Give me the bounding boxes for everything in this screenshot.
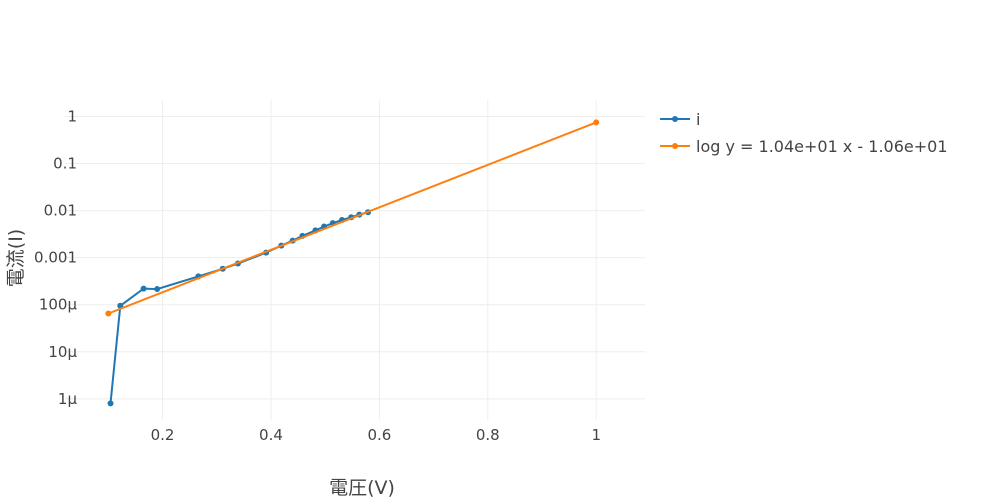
series-line: [109, 211, 369, 404]
legend[interactable]: i log y = 1.04e+01 x - 1.06e+01: [660, 110, 948, 156]
x-tick-label: 0.6: [367, 426, 391, 444]
x-axis-title: 電圧(V): [329, 477, 395, 499]
y-tick-label: 100μ: [39, 296, 78, 314]
data-point[interactable]: [105, 310, 112, 317]
y-tick-label: 1μ: [58, 390, 78, 408]
x-axis-ticks: 0.2 0.4 0.6 0.8 1: [151, 426, 601, 444]
series-0: [107, 209, 372, 407]
y-axis-title: 電流(I): [5, 229, 27, 287]
x-tick-label: 1: [591, 426, 601, 444]
y-tick-label: 1: [67, 107, 77, 125]
legend-item[interactable]: i: [660, 110, 700, 129]
grid: [65, 100, 645, 420]
legend-label: log y = 1.04e+01 x - 1.06e+01: [696, 137, 948, 156]
legend-swatch-marker: [672, 116, 678, 122]
data-point[interactable]: [107, 400, 114, 407]
data-point[interactable]: [140, 285, 147, 292]
series-1: [105, 119, 600, 317]
y-tick-label: 10μ: [48, 343, 77, 361]
x-tick-label: 0.4: [259, 426, 283, 444]
legend-label: i: [696, 110, 700, 129]
x-tick-label: 0.8: [476, 426, 500, 444]
legend-swatch-marker: [672, 143, 678, 149]
y-axis-ticks: 1 0.1 0.01 0.001 100μ 10μ 1μ: [34, 107, 77, 407]
y-tick-label: 0.1: [53, 155, 77, 173]
legend-item[interactable]: log y = 1.04e+01 x - 1.06e+01: [660, 137, 948, 156]
x-tick-label: 0.2: [151, 426, 175, 444]
data-point[interactable]: [154, 286, 161, 293]
data-point[interactable]: [593, 119, 600, 126]
y-tick-label: 0.001: [34, 249, 77, 267]
y-tick-label: 0.01: [44, 202, 77, 220]
series-line: [108, 121, 597, 315]
plot-area: [105, 119, 600, 407]
